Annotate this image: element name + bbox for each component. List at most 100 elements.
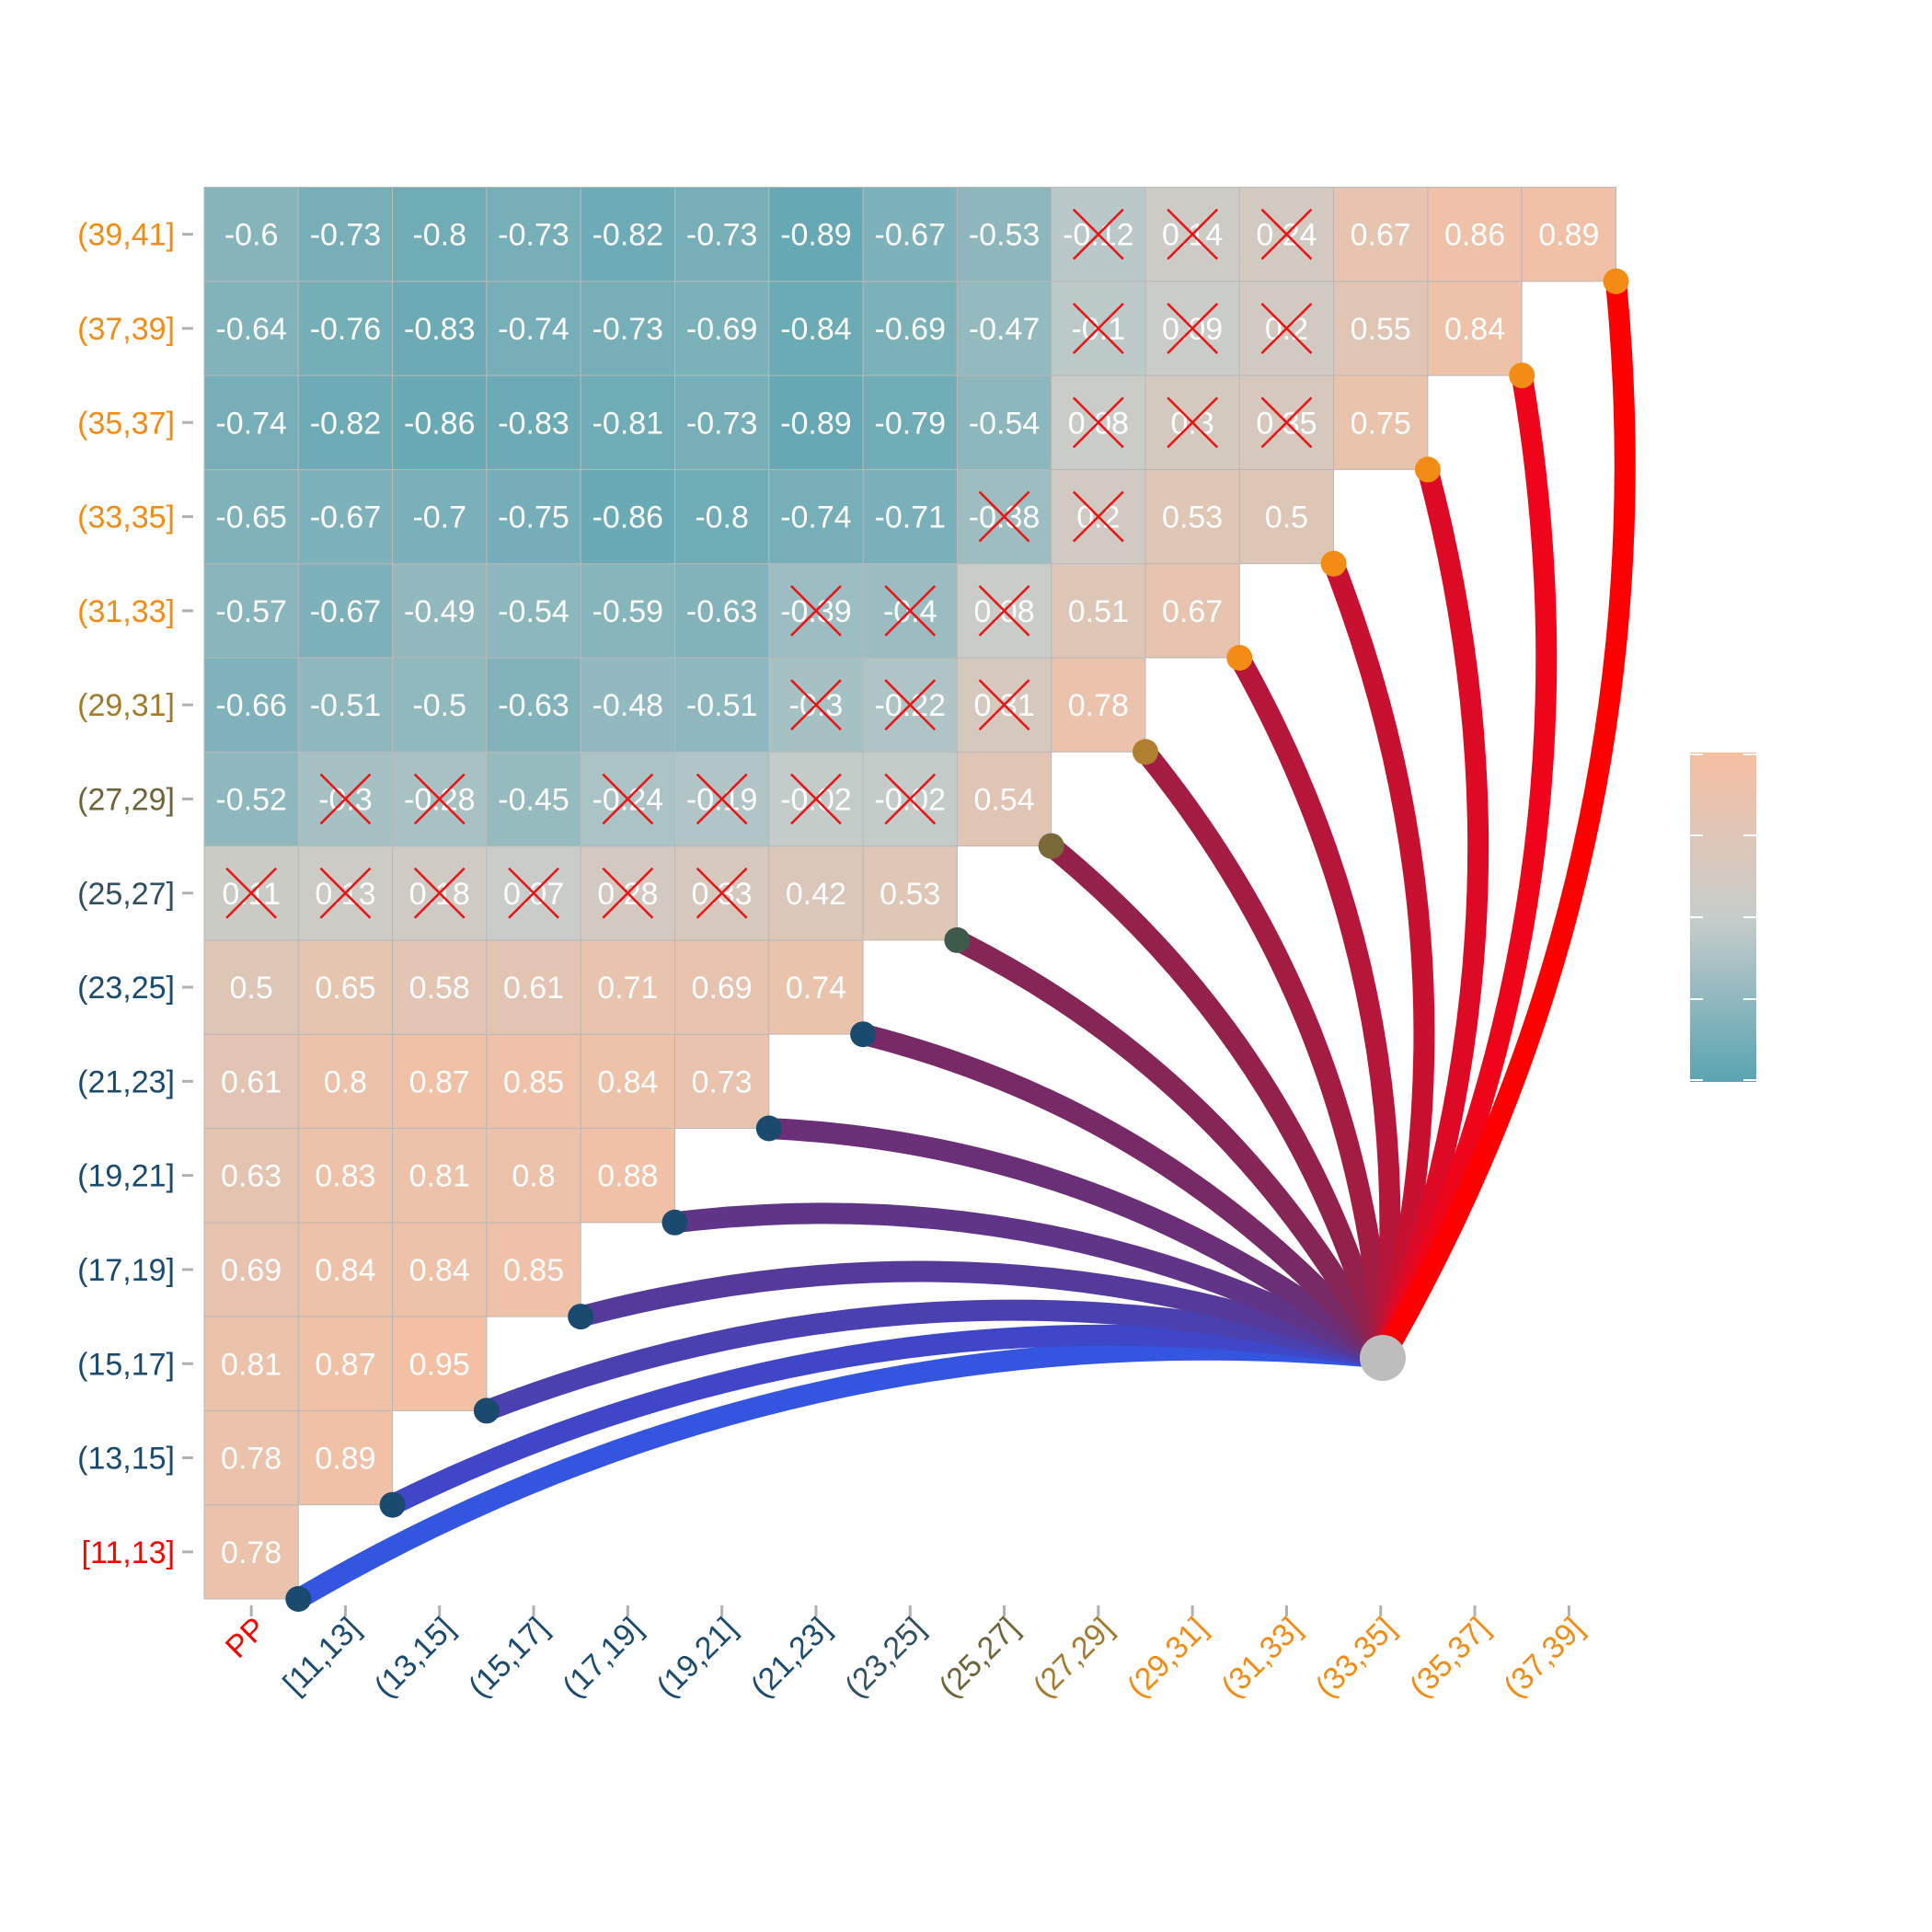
x-axis-tick-label: (25,27] xyxy=(932,1611,1026,1705)
cell-value-label: -0.8 xyxy=(695,500,749,535)
link-endpoint-dot xyxy=(1603,268,1629,294)
insignificance-cross xyxy=(1167,208,1219,260)
heatmap-cell xyxy=(956,374,1052,470)
cell-value-label: 0.8 xyxy=(324,1064,367,1099)
cell-value-label: 0.42 xyxy=(786,877,846,912)
x-axis-tick-label: (37,39] xyxy=(1497,1611,1591,1705)
y-axis-tick-label: (13,15] xyxy=(77,1442,175,1477)
cell-value-label: -0.89 xyxy=(780,218,852,253)
hub-link-curve xyxy=(387,1324,1385,1515)
heatmap-cell xyxy=(1144,468,1240,565)
insignificance-cross xyxy=(884,679,937,731)
heatmap-cell xyxy=(392,281,488,376)
cell-value-label: -0.83 xyxy=(498,406,569,441)
cell-value-label: -0.63 xyxy=(498,688,569,723)
cell-value-label: -0.53 xyxy=(969,218,1041,253)
cell-value-label: -0.86 xyxy=(404,406,476,441)
y-axis-tick-label: (17,19] xyxy=(77,1253,175,1288)
insignificance-cross xyxy=(319,773,372,825)
hub-link-curve xyxy=(768,1118,1390,1367)
heatmap-cell xyxy=(768,939,864,1035)
heatmap-cell xyxy=(956,751,1052,847)
cell-value-label: 0.5 xyxy=(230,971,273,1006)
insignificance-cross xyxy=(978,584,1030,637)
y-axis-tick-label: (39,41] xyxy=(77,218,175,253)
heatmap-cell xyxy=(1238,468,1335,565)
x-axis-tick-label: (31,33] xyxy=(1214,1611,1308,1705)
cell-value-label: 0.85 xyxy=(503,1064,564,1099)
heatmap-cell xyxy=(956,187,1052,282)
x-axis-tick-label: (15,17] xyxy=(462,1611,556,1705)
cell-value-label: -0.51 xyxy=(686,688,758,723)
y-axis-tick-label: (27,29] xyxy=(77,782,175,817)
hub-link-curve xyxy=(1044,837,1394,1362)
cell-value-label: 0.86 xyxy=(1444,218,1505,253)
hub-link-curve xyxy=(578,1260,1387,1368)
x-axis-tick-label: (27,29] xyxy=(1027,1611,1121,1705)
cell-value-label: -0.66 xyxy=(215,688,287,723)
cell-value-label: -0.74 xyxy=(780,500,852,535)
cell-value-label: -0.48 xyxy=(592,688,664,723)
link-endpoint-dot xyxy=(285,1586,312,1612)
heatmap-cell xyxy=(392,187,488,282)
insignificance-cross xyxy=(413,773,466,825)
x-axis-tick-label: PP xyxy=(219,1611,273,1665)
cell-value-label: 0.78 xyxy=(1068,688,1129,723)
heatmap-cell xyxy=(674,374,770,470)
heatmap-cell xyxy=(203,657,299,753)
heatmap-cell xyxy=(674,187,770,282)
insignificance-cross xyxy=(225,867,278,919)
cell-value-label: -0.6 xyxy=(224,218,279,253)
cell-value-label: -0.73 xyxy=(310,218,382,253)
cell-value-label: 0.53 xyxy=(1162,500,1223,535)
insignificance-cross xyxy=(1072,303,1124,354)
insignificance-cross xyxy=(602,773,654,825)
y-axis-tick-label: (15,17] xyxy=(77,1347,175,1382)
cell-value-label: 0.73 xyxy=(692,1064,753,1099)
cell-value-label: 0.84 xyxy=(409,1253,470,1288)
cell-value-label: 0.5 xyxy=(1265,500,1308,535)
heatmap-cell xyxy=(580,187,676,282)
cell-value-label: 0.61 xyxy=(503,971,564,1006)
hub-link-curve xyxy=(1373,374,1558,1363)
x-axis-tick-label: (35,37] xyxy=(1403,1611,1497,1705)
hub-link-curve xyxy=(1374,280,1636,1363)
heatmap-cell xyxy=(392,563,488,659)
cell-value-label: -0.73 xyxy=(686,218,758,253)
cell-value-label: 0.75 xyxy=(1351,406,1411,441)
cell-value-label: -0.83 xyxy=(404,312,476,347)
heatmap-cell xyxy=(862,468,958,565)
cell-value-label: -0.73 xyxy=(592,312,664,347)
heatmap-cell xyxy=(203,1409,299,1506)
heatmap-cell xyxy=(486,187,581,282)
cell-value-label: 0.54 xyxy=(973,782,1034,817)
insignificance-cross xyxy=(1072,397,1124,449)
cell-value-label: -0.71 xyxy=(875,500,947,535)
cell-value-label: -0.57 xyxy=(215,594,287,629)
cell-value-label: -0.64 xyxy=(215,312,287,347)
heatmap-cell xyxy=(1427,281,1523,376)
cell-value-label: 0.95 xyxy=(409,1347,470,1382)
link-endpoint-dot xyxy=(1038,833,1064,859)
heatmap-cell xyxy=(203,468,299,565)
heatmap-cell xyxy=(956,281,1052,376)
heatmap-cell xyxy=(486,1033,581,1129)
heatmap-cell xyxy=(674,281,770,376)
insignificance-cross xyxy=(1260,397,1313,449)
cell-value-label: 0.53 xyxy=(880,877,940,912)
cell-value-label: 0.84 xyxy=(597,1064,658,1099)
heatmap-cell xyxy=(297,657,394,753)
cell-value-label: -0.84 xyxy=(780,312,852,347)
link-endpoint-dot xyxy=(755,1115,782,1142)
link-endpoint-dot xyxy=(661,1209,688,1236)
cell-value-label: 0.74 xyxy=(786,971,846,1006)
cell-value-label: 0.89 xyxy=(1538,218,1599,253)
y-axis-tick-label: (33,35] xyxy=(77,500,175,535)
heatmap-cell xyxy=(862,187,958,282)
heatmap-cell xyxy=(674,939,770,1035)
heatmap-cell xyxy=(297,563,394,659)
cell-value-label: 0.87 xyxy=(315,1347,375,1382)
cell-value-label: -0.8 xyxy=(412,218,466,253)
link-endpoint-dot xyxy=(1320,550,1347,577)
cell-value-label: -0.73 xyxy=(686,406,758,441)
